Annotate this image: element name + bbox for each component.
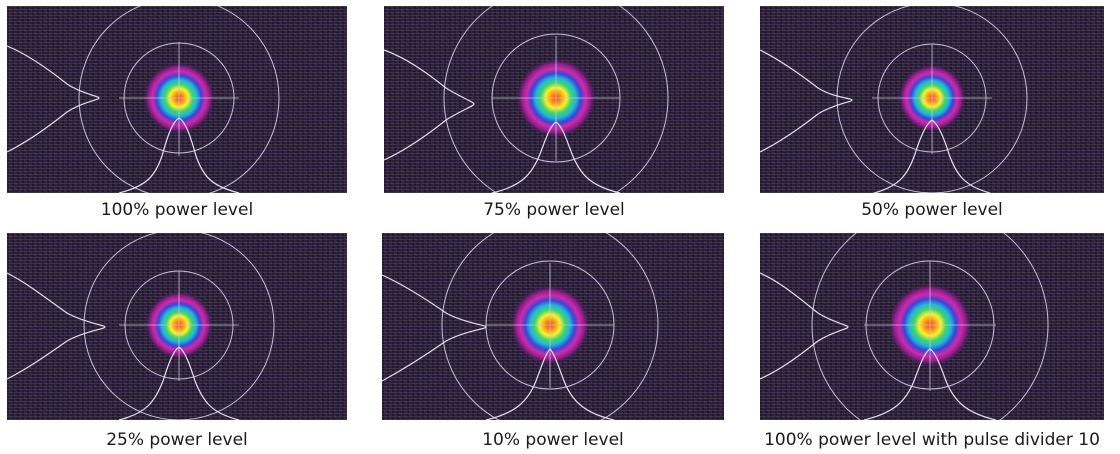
- beam-profile-graphic: [384, 6, 669, 193]
- beam-profile-image: [7, 6, 347, 193]
- beam-profile-image: [7, 233, 347, 420]
- beam-profile-graphic: [382, 233, 659, 420]
- caption-label: 10% power level: [482, 430, 624, 450]
- beam-profile-graphic: [760, 233, 1049, 420]
- caption-label: 25% power level: [106, 430, 248, 450]
- beam-profile-image: [760, 6, 1104, 193]
- beam-profile-image: [384, 6, 724, 193]
- beam-profile-graphic: [7, 233, 275, 420]
- caption-label: 75% power level: [483, 200, 625, 220]
- beam-profile-image: [760, 233, 1104, 420]
- caption-label: 100% power level with pulse divider 10: [764, 430, 1100, 450]
- caption-label: 100% power level: [100, 200, 254, 220]
- beam-profile-image: [382, 233, 724, 420]
- beam-profile-graphic: [760, 6, 1028, 193]
- beam-profile-graphic: [7, 6, 280, 193]
- caption-label: 50% power level: [861, 200, 1003, 220]
